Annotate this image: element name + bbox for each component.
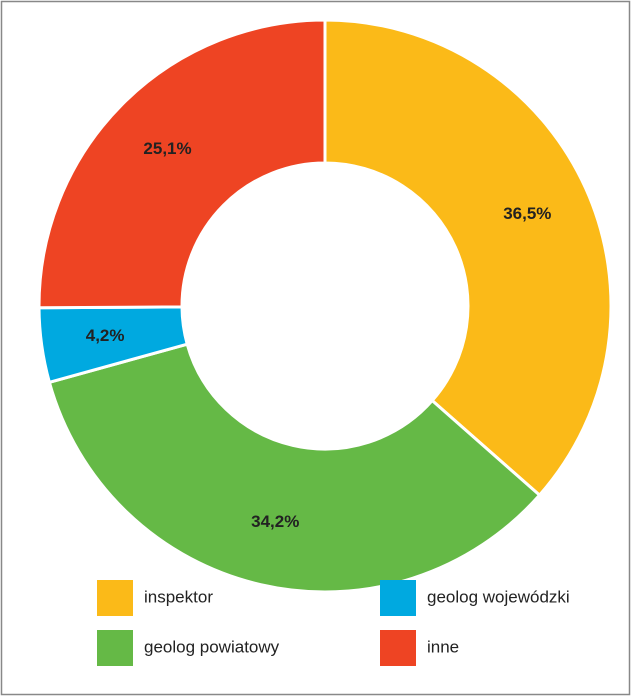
- legend-swatch: [97, 580, 133, 616]
- donut-slice: [323, 18, 613, 498]
- legend-label: geolog wojewódzki: [427, 587, 570, 606]
- value-label: 34,2%: [251, 512, 299, 531]
- legend-label: inspektor: [144, 587, 213, 606]
- legend-swatch: [97, 630, 133, 666]
- legend-swatch: [380, 630, 416, 666]
- legend-label: geolog powiatowy: [144, 637, 280, 656]
- donut-slice: [37, 18, 327, 310]
- value-label: 4,2%: [86, 326, 125, 345]
- legend-swatch: [380, 580, 416, 616]
- value-label: 25,1%: [143, 139, 191, 158]
- value-label: 36,5%: [503, 204, 551, 223]
- legend-label: inne: [427, 637, 459, 656]
